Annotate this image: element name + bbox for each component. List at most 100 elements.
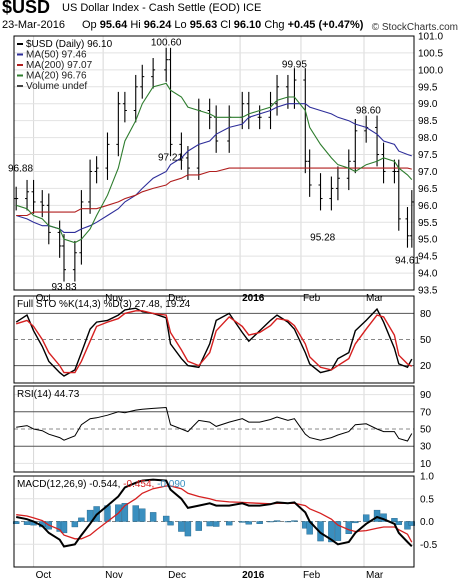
rsi-y-tick-0: 10 xyxy=(420,459,432,470)
macd-histogram-bar-30 xyxy=(284,521,292,523)
macd-y-tick-1: 0.0 xyxy=(420,517,434,528)
price-y-tick-12: 99.5 xyxy=(418,82,438,93)
macd-histogram-bar-22 xyxy=(206,521,213,527)
price-annotation-0: 96.88 xyxy=(8,164,33,175)
macd-title: MACD(12,26,9) -0.544, -0.454, -0.090 xyxy=(17,479,186,490)
macd-histogram-bar-6 xyxy=(60,521,68,534)
chart-symbol: $USD xyxy=(2,0,51,17)
price-y-tick-0: 93.5 xyxy=(418,286,438,297)
macd-histogram-bar-45 xyxy=(408,521,416,526)
price-annotation-5: 95.28 xyxy=(310,233,335,244)
macd-signal-line xyxy=(16,485,413,543)
open-label: Op xyxy=(82,19,97,31)
rsi-y-tick-3: 70 xyxy=(420,407,432,418)
high-label: Hi xyxy=(130,19,141,31)
macd-histogram-bar-43 xyxy=(395,521,402,525)
ohlc-readout: Op 95.64 Hi 96.24 Lo 95.63 Cl 96.10 Chg … xyxy=(82,19,363,31)
macd-y-tick-3: 1.0 xyxy=(420,472,434,483)
macd-histogram-bar-27 xyxy=(256,521,263,524)
macd-histogram-bar-37 xyxy=(345,521,352,534)
macd-histogram-bar-38 xyxy=(352,521,359,524)
macd-histogram-bar-19 xyxy=(178,521,185,532)
macd-histogram-bar-36 xyxy=(334,521,342,541)
macd-y-tick-2: 0.5 xyxy=(420,494,434,505)
price-y-tick-2: 94.5 xyxy=(418,252,438,263)
macd-histogram-bar-8 xyxy=(78,517,85,522)
sto-title: Full STO %K(14,3) %D(3) 27.48, 19.24 xyxy=(17,299,191,310)
macd-histogram-bar-18 xyxy=(167,521,174,526)
price-series-line-2 xyxy=(16,82,413,244)
sto-y-tick-0: 20 xyxy=(420,361,432,372)
price-y-tick-14: 100.5 xyxy=(418,48,443,59)
price-y-tick-6: 96.5 xyxy=(418,184,438,195)
price-x-tick-5: Mar xyxy=(366,293,384,304)
macd-histogram-bar-9 xyxy=(86,509,94,522)
price-y-tick-5: 96.0 xyxy=(418,201,438,212)
macd-histogram-bar-40 xyxy=(373,509,381,522)
sto-y-tick-2: 80 xyxy=(420,309,432,320)
macd-histogram-bar-29 xyxy=(273,520,281,522)
macd-histogram-bar-1 xyxy=(23,521,31,525)
low-label: Lo xyxy=(174,19,187,31)
price-series-line-0 xyxy=(16,103,412,233)
price-x-tick-3: 2016 xyxy=(242,293,265,304)
macd-histogram-bar-34 xyxy=(317,521,324,542)
macd-histogram-bar-20 xyxy=(184,521,192,537)
macd-histogram-bar-24 xyxy=(226,521,233,526)
price-annotation-4: 99.95 xyxy=(282,60,307,71)
macd-histogram-bar-0 xyxy=(12,521,20,524)
macd-title-part-2: -0.090 xyxy=(157,479,186,490)
macd-x-tick-1: Nov xyxy=(105,570,123,581)
macd-histogram-bar-26 xyxy=(245,521,252,525)
change-label: Chg xyxy=(264,19,285,31)
price-y-tick-4: 95.5 xyxy=(418,218,438,229)
rsi-series-line-0 xyxy=(16,406,413,442)
macd-x-tick-3: 2016 xyxy=(242,570,265,581)
macd-histogram-bar-25 xyxy=(239,521,246,523)
price-y-tick-10: 98.5 xyxy=(418,116,438,127)
macd-y-tick-0: -0.5 xyxy=(420,540,438,551)
macd-x-tick-5: Mar xyxy=(366,570,384,581)
sto-series-line-1 xyxy=(15,310,413,374)
chart-date: 23-Mar-2016 xyxy=(2,19,65,31)
macd-histogram-bar-39 xyxy=(362,514,370,522)
price-x-tick-4: Feb xyxy=(303,293,321,304)
chart-subtitle: US Dollar Index - Cash Settle (EOD) ICE xyxy=(62,2,262,14)
stockcharts-credit: © StockCharts.com xyxy=(371,22,458,33)
macd-x-tick-4: Feb xyxy=(303,570,321,581)
sto-series-line-0 xyxy=(15,307,413,377)
macd-histogram-bar-7 xyxy=(71,521,79,528)
macd-histogram-bar-21 xyxy=(195,521,202,531)
sto-panel-frame xyxy=(13,295,415,384)
price-legend-entry-4: Volume undef xyxy=(26,81,87,92)
price-annotation-6: 98.60 xyxy=(356,105,381,116)
macd-histogram-bar-42 xyxy=(391,518,398,522)
price-y-tick-9: 98.0 xyxy=(418,133,438,144)
price-y-tick-1: 94.0 xyxy=(418,269,438,280)
price-y-tick-7: 97.0 xyxy=(418,167,438,178)
macd-x-tick-2: Dec xyxy=(168,570,186,581)
close-value: 96.10 xyxy=(233,19,262,31)
macd-histogram-bar-15 xyxy=(139,508,146,522)
rsi-y-tick-2: 50 xyxy=(420,425,432,436)
price-legend-entry-2: MA(200) 97.07 xyxy=(26,60,93,71)
macd-histogram-bar-17 xyxy=(162,515,170,522)
price-x-tick-0: Oct xyxy=(36,293,52,304)
price-x-tick-2: Dec xyxy=(168,293,186,304)
price-series-line-1 xyxy=(16,167,412,217)
macd-histogram-bar-16 xyxy=(149,512,157,522)
macd-histogram-bar-13 xyxy=(121,503,129,522)
macd-histogram-bar-35 xyxy=(328,521,335,543)
price-x-tick-1: Nov xyxy=(105,293,123,304)
macd-line xyxy=(16,478,413,548)
price-legend-entry-1: MA(50) 97.46 xyxy=(26,50,87,61)
macd-histogram-bar-31 xyxy=(291,520,298,522)
price-y-tick-8: 97.5 xyxy=(418,150,438,161)
macd-panel-frame xyxy=(13,475,415,568)
macd-title-part-1: -0.454, xyxy=(123,479,157,490)
price-annotation-1: 93.83 xyxy=(51,282,76,293)
rsi-y-tick-4: 90 xyxy=(420,390,432,401)
price-panel-frame xyxy=(13,35,415,291)
sto-y-tick-1: 50 xyxy=(420,335,432,346)
